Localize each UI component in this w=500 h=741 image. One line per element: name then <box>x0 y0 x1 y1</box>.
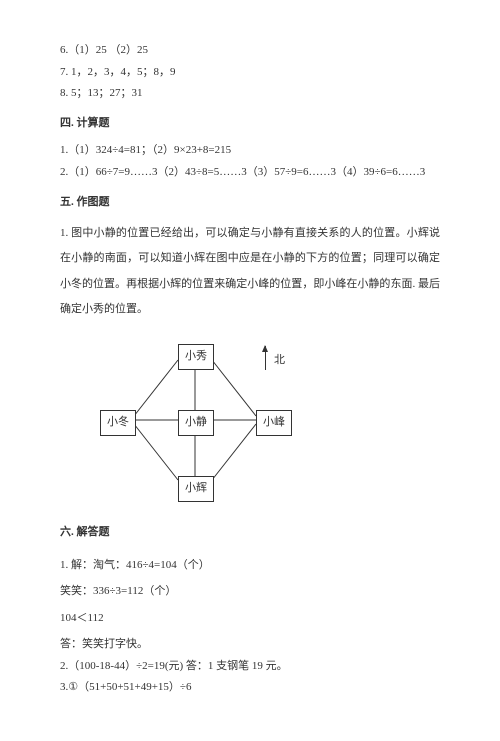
node-top: 小秀 <box>178 344 214 370</box>
sec6-line-6: 3.①（51+50+51+49+15）÷6 <box>60 679 440 697</box>
sec6-line-3: 104＜112 <box>60 605 440 631</box>
sec6-line-2: 笑笑：336÷3=112（个） <box>60 578 440 604</box>
section-4-title: 四. 计算题 <box>60 115 440 133</box>
node-right: 小峰 <box>256 410 292 436</box>
sec6-line-1: 1. 解：淘气：416÷4=104（个） <box>60 552 440 578</box>
sec4-line-1: 1.（1）324÷4=81；（2）9×23+8=215 <box>60 142 440 160</box>
page: 6.（1）25 （2）25 7. 1，2，3，4，5；8，9 8. 5；13；2… <box>0 0 500 741</box>
north-arrow-icon <box>265 346 266 370</box>
ans-line-8: 8. 5；13；27；31 <box>60 85 440 103</box>
node-left: 小冬 <box>100 410 136 436</box>
north-label: 北 <box>274 352 285 370</box>
diagram: 小秀 小冬 小静 小峰 小辉 北 <box>100 338 320 508</box>
sec4-line-2: 2.（1）66÷7=9……3（2）43÷8=5……3（3）57÷9=6……3（4… <box>60 164 440 182</box>
section-5-title: 五. 作图题 <box>60 194 440 212</box>
ans-line-7: 7. 1，2，3，4，5；8，9 <box>60 64 440 82</box>
ans-line-6: 6.（1）25 （2）25 <box>60 42 440 60</box>
sec5-paragraph: 1. 图中小静的位置已经给出，可以确定与小静有直接关系的人的位置。小辉说在小静的… <box>60 221 440 322</box>
node-bottom: 小辉 <box>178 476 214 502</box>
node-center: 小静 <box>178 410 214 436</box>
sec6-line-5: 2.（100-18-44）÷2=19(元) 答：1 支钢笔 19 元。 <box>60 658 440 676</box>
sec6-line-4: 答：笑笑打字快。 <box>60 631 440 657</box>
section-6-title: 六. 解答题 <box>60 524 440 542</box>
